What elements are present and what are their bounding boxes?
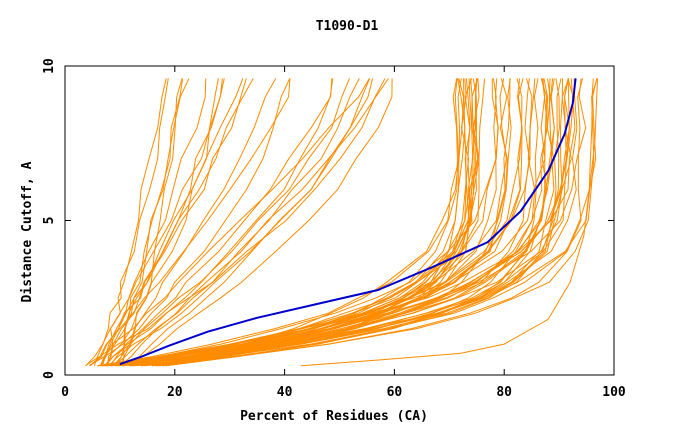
high-cluster-model-line: [106, 78, 479, 367]
high-cluster-model-line: [103, 78, 524, 367]
outlier-model-line: [301, 78, 598, 367]
high-cluster-model-line: [106, 78, 475, 367]
low-cluster-model-line: [105, 78, 350, 367]
low-cluster-model-line: [85, 78, 223, 367]
high-cluster-model-line: [155, 78, 598, 367]
x-tick-label: 40: [277, 385, 293, 400]
low-cluster-model-line: [115, 78, 277, 366]
high-cluster-model-line: [130, 78, 479, 367]
high-cluster-model-line: [136, 78, 458, 367]
y-tick-label: 5: [42, 217, 57, 225]
low-cluster-model-line: [108, 78, 371, 367]
high-cluster-model-line: [162, 78, 460, 367]
high-cluster-model-line: [120, 78, 555, 367]
ticks-layer: 0 20 40 60 80 100 0 5 10: [42, 58, 626, 400]
high-cluster-model-line: [156, 78, 549, 367]
x-tick-label: 80: [496, 385, 512, 400]
high-cluster-model-line: [129, 78, 465, 367]
high-cluster-model-line: [97, 78, 462, 367]
x-tick-label: 100: [602, 385, 626, 400]
low-cluster-model-line: [113, 78, 184, 367]
y-tick-label: 0: [42, 371, 57, 379]
low-cluster-model-line: [89, 78, 370, 367]
low-cluster-model-line: [127, 78, 393, 367]
low-cluster-model-line: [119, 78, 389, 367]
low-cluster-model-line: [99, 78, 254, 366]
low-cluster-model-line: [102, 78, 207, 366]
x-tick-label: 20: [167, 385, 183, 400]
low-cluster-model-line: [100, 78, 291, 366]
high-cluster-model-line: [161, 78, 508, 367]
high-cluster-model-line: [141, 78, 571, 367]
highlight-model-line: [119, 78, 577, 366]
chart-title: T1090-D1: [316, 19, 379, 34]
high-cluster-model-line: [144, 78, 466, 367]
series-layer: [85, 78, 598, 367]
low-cluster-model-line: [109, 78, 333, 366]
y-tick-label: 10: [42, 58, 57, 74]
high-cluster-model-line: [162, 78, 470, 367]
x-tick-label: 0: [61, 385, 69, 400]
low-cluster-model-line: [107, 78, 219, 366]
low-cluster-model-line: [99, 78, 244, 366]
y-axis-label: Distance Cutoff, A: [20, 161, 35, 302]
low-cluster-model-line: [121, 78, 183, 366]
low-cluster-model-line: [113, 78, 360, 367]
high-cluster-model-line: [133, 78, 574, 367]
x-tick-label: 60: [387, 385, 403, 400]
x-axis-label: Percent of Residues (CA): [240, 409, 428, 424]
high-cluster-model-line: [104, 78, 512, 367]
low-cluster-model-line: [89, 78, 291, 367]
high-cluster-model-line: [165, 78, 539, 367]
